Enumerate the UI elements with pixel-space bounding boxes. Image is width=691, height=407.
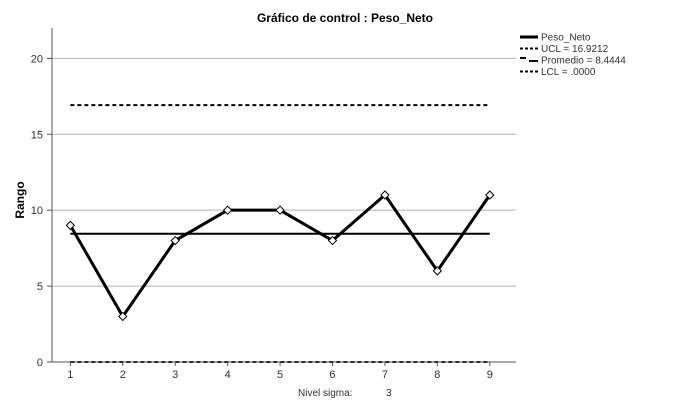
data-point-marker [118,311,128,322]
chart-title: Gráfico de control : Peso_Neto [257,11,433,25]
y-axis-label: Rango [13,181,27,218]
x-tick-label: 6 [329,369,335,381]
x-tick-label: 4 [225,369,231,381]
x-tick-label: 5 [277,369,283,381]
y-tick-label: 10 [31,205,43,217]
sigma-level-value: 3 [386,388,392,399]
y-tick-label: 5 [37,281,43,293]
series-layer [65,190,495,322]
control-lines [70,104,490,363]
data-point-marker [380,190,390,200]
data-point-marker [327,235,338,246]
data-point-marker [170,235,180,246]
y-tick-label: 15 [31,129,43,141]
legend-label: UCL = 16.9212 [541,44,609,55]
data-point-marker [432,266,443,276]
data-point-marker [222,205,233,215]
x-tick-label: 2 [120,369,126,381]
axes: 0 5 10 15 20 1 2 3 4 5 6 7 8 9 [31,28,516,381]
legend-label: Peso_Neto [541,33,591,44]
x-tick-label: 1 [67,369,73,381]
legend-label: LCL = .0000 [541,67,596,78]
x-tick-label: 3 [172,369,178,381]
data-point-marker [485,190,495,200]
x-tick-label: 8 [434,369,440,381]
x-tick-label: 9 [487,369,493,381]
y-tick-label: 20 [31,53,43,65]
x-tick-label: 7 [382,369,388,381]
sigma-level-label: Nivel sigma: [298,388,352,399]
data-point-marker [275,205,285,215]
y-tick-label: 0 [37,357,43,369]
legend-label: Promedio = 8.4444 [541,56,626,67]
data-point-marker [65,220,76,231]
